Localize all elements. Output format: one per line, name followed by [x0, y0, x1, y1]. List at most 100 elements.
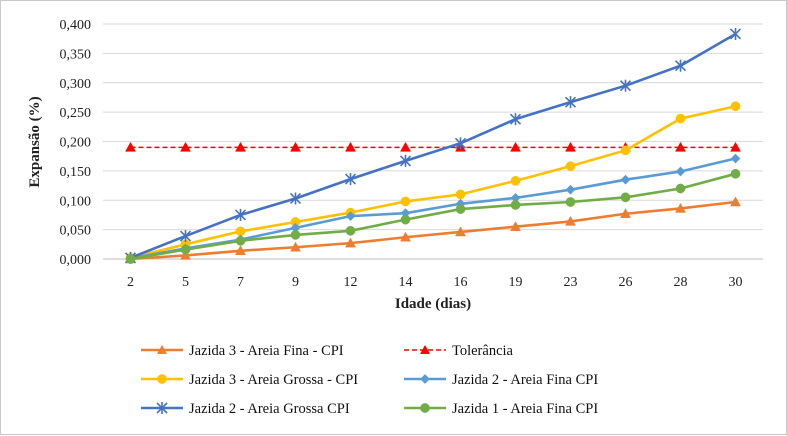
y-tick-label: 0,300: [60, 77, 92, 92]
data-point: [290, 241, 301, 252]
x-axis-title: Idade (dias): [395, 296, 471, 312]
y-tick-label: 0,250: [60, 106, 92, 121]
x-tick-label: 14: [399, 275, 413, 290]
y-tick-label: 0,350: [60, 47, 92, 62]
y-tick-label: 0,400: [60, 18, 92, 33]
data-point: [235, 226, 246, 237]
series-line: [130, 200, 736, 261]
series-2: [125, 141, 741, 152]
data-point: [125, 141, 136, 152]
legend: Jazida 3 - Areia Fina - CPI Tolerância Jaz…: [141, 343, 598, 417]
x-tick-label: 19: [509, 275, 523, 290]
data-point: [730, 101, 741, 112]
y-tick-label: 0,200: [60, 136, 92, 151]
x-tick-label: 30: [729, 275, 743, 290]
data-point: [125, 254, 136, 264]
series-4: [125, 153, 741, 264]
series-line: [130, 104, 736, 260]
data-point: [399, 154, 412, 167]
data-point: [455, 226, 466, 237]
data-point: [675, 183, 686, 194]
data-point: [400, 214, 411, 225]
data-point: [235, 141, 246, 152]
legend-label: Jazida 3 - Areia Grossa - CPI: [189, 372, 358, 388]
data-point: [235, 235, 246, 246]
data-point: [620, 174, 631, 185]
data-point: [345, 141, 356, 152]
legend-label: Jazida 2 - Areia Grossa CPI: [189, 401, 350, 417]
data-point: [510, 176, 521, 186]
data-point: [510, 141, 521, 152]
data-point: [235, 245, 246, 256]
gridlines: [103, 23, 763, 231]
data-point: [180, 249, 191, 260]
x-tick-label: 9: [292, 275, 299, 290]
data-point: [454, 137, 467, 150]
y-tick-label: 0,150: [60, 165, 92, 180]
data-point: [565, 215, 576, 226]
data-point: [234, 208, 247, 221]
data-point: [565, 184, 576, 195]
data-point: [675, 166, 686, 177]
data-point: [620, 192, 631, 203]
x-tick-label: 12: [344, 275, 358, 290]
data-point: [179, 230, 192, 243]
data-point: [510, 200, 521, 210]
tick-labels: 0,000 0,050 0,100 0,150 0,200 0,250 0,300 0,350…: [60, 18, 743, 290]
data-point: [674, 59, 687, 72]
data-point: [290, 141, 301, 152]
data-point: [509, 113, 522, 126]
data-point: [180, 141, 191, 152]
data-point: [290, 230, 301, 240]
x-tick-label: 7: [237, 275, 244, 290]
data-point: [157, 374, 167, 384]
data-point: [344, 173, 357, 186]
x-tick-label: 16: [454, 275, 468, 290]
legend-label: Jazida 2 - Areia Fina CPI: [452, 372, 598, 388]
legend-item: Jazida 2 - Areia Fina CPI: [404, 372, 598, 388]
data-point: [730, 153, 741, 164]
data-point: [289, 192, 302, 205]
series-line: [130, 32, 737, 260]
data-point: [564, 96, 577, 109]
data-point: [730, 168, 741, 179]
x-tick-label: 23: [564, 275, 578, 290]
data-point: [455, 204, 466, 214]
legend-item: Jazida 3 - Areia Fina - CPI: [141, 343, 344, 359]
series-6: [125, 168, 741, 264]
data-point: [565, 197, 576, 207]
legend-label: Jazida 3 - Areia Fina - CPI: [189, 343, 344, 359]
y-tick-label: 0,000: [60, 253, 92, 268]
series-group: [124, 27, 742, 264]
x-tick-label: 26: [619, 275, 633, 290]
data-point: [419, 344, 431, 354]
data-point: [729, 27, 742, 40]
data-point: [400, 231, 411, 242]
legend-label: Jazida 1 - Areia Fina CPI: [452, 401, 598, 417]
data-point: [156, 344, 168, 354]
legend-label: Tolerância: [452, 343, 514, 359]
data-point: [675, 113, 686, 124]
legend-item: Jazida 2 - Areia Grossa CPI: [141, 401, 350, 417]
x-tick-label: 2: [127, 275, 134, 290]
data-point: [620, 145, 631, 156]
data-point: [400, 196, 411, 207]
data-point: [565, 141, 576, 152]
data-point: [156, 402, 168, 414]
legend-item: Jazida 1 - Areia Fina CPI: [404, 401, 598, 417]
data-point: [345, 225, 356, 236]
data-point: [510, 221, 521, 231]
series-line: [130, 172, 736, 261]
data-point: [675, 202, 686, 213]
series-5: [124, 27, 742, 264]
legend-item: Tolerância: [404, 343, 514, 359]
data-point: [730, 141, 741, 152]
y-tick-label: 0,050: [60, 224, 92, 239]
data-point: [345, 237, 356, 248]
data-point: [619, 79, 632, 92]
data-point: [675, 141, 686, 152]
data-point: [565, 161, 576, 172]
data-point: [620, 208, 631, 219]
x-tick-label: 5: [182, 275, 189, 290]
